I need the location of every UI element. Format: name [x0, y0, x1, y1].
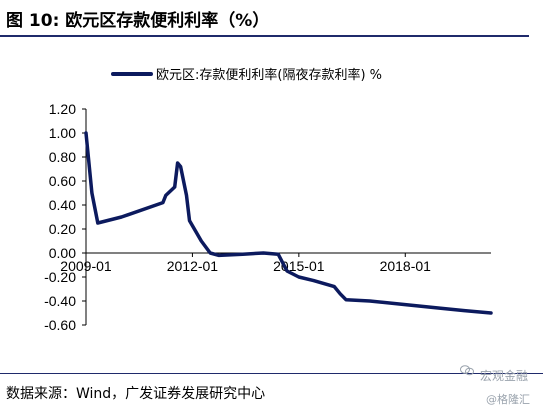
y-tick-label: 0.20	[49, 221, 76, 237]
y-tick-label: -0.20	[44, 269, 76, 285]
y-tick-label: 1.20	[49, 101, 76, 117]
y-tick-label: 0.40	[49, 197, 76, 213]
watermark-secondary: @格隆汇	[486, 393, 530, 406]
footer-rule	[0, 373, 543, 374]
series-layer	[84, 131, 493, 315]
y-tick-label: 1.00	[49, 125, 76, 141]
legend-label: 欧元区:存款便利利率(隔夜存款利率) %	[156, 67, 382, 83]
x-tick-label: 2018-01	[380, 258, 432, 274]
y-tick-label: 0.00	[49, 245, 76, 261]
x-axis: 2009-01 2012-01 2015-01 2018-01	[60, 252, 491, 274]
y-axis: 1.20 1.00 0.80 0.60 0.40 0.20 0.00 -0.20 -0.40 -0…	[44, 101, 87, 333]
series-line	[84, 131, 493, 315]
x-tick-label: 2012-01	[167, 258, 219, 274]
y-tick-label: -0.40	[44, 293, 76, 309]
title-rule	[0, 35, 529, 37]
source-note: 数据来源：Wind，广发证券发展研究中心	[6, 386, 266, 402]
wechat-icon	[460, 365, 474, 376]
page-title: 图 10: 欧元区存款便利利率（%）	[6, 11, 270, 31]
watermark-primary: 宏观金融	[480, 369, 529, 383]
y-tick-label: -0.60	[44, 317, 76, 333]
x-tick-label: 2009-01	[60, 258, 112, 274]
title-bar: 图 10: 欧元区存款便利利率（%）	[0, 0, 543, 38]
y-tick-label: 0.80	[49, 149, 76, 165]
legend: 欧元区:存款便利利率(隔夜存款利率) %	[111, 67, 382, 83]
chart: 欧元区:存款便利利率(隔夜存款利率) % 1.20 1.00 0.80 0.60 0.4…	[44, 67, 493, 333]
y-tick-label: 0.60	[49, 173, 76, 189]
